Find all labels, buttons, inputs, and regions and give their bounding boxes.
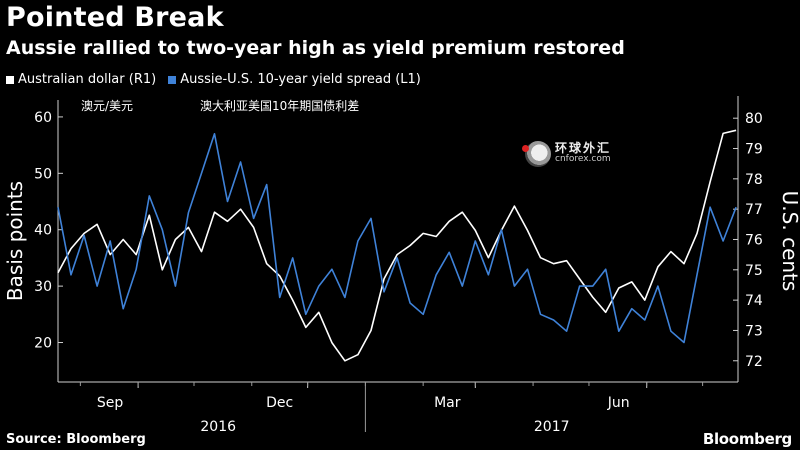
chart-title: Pointed Break xyxy=(6,2,224,33)
y-tick-right-label: 74 xyxy=(745,293,763,309)
legend-swatch-spread xyxy=(168,75,177,84)
y-tick-left-label: 50 xyxy=(34,166,52,182)
y-tick-left-label: 20 xyxy=(34,336,52,352)
legend: Australian dollar (R1) Aussie-U.S. 10-ye… xyxy=(6,72,421,87)
brand-logo: Bloomberg xyxy=(702,430,792,448)
watermark: 环球外汇 cnforex.com xyxy=(522,141,612,167)
legend-item-spread: Aussie-U.S. 10-year yield spread (L1) xyxy=(168,72,421,87)
y-tick-right-label: 80 xyxy=(745,111,763,127)
y-tick-left-label: 30 xyxy=(34,279,52,295)
y-tick-right-label: 79 xyxy=(745,142,763,158)
x-tick-label: Jun xyxy=(607,395,630,411)
y-tick-right-label: 72 xyxy=(745,354,763,370)
year-label: 2016 xyxy=(200,419,236,435)
y-tick-right-label: 73 xyxy=(745,323,763,339)
y-tick-right-label: 75 xyxy=(745,263,763,279)
x-tick-label: Mar xyxy=(434,395,461,411)
legend-swatch-aud xyxy=(6,75,14,84)
series-line-spread xyxy=(57,133,737,344)
y-axis-right-label: U.S. cents xyxy=(778,191,800,292)
watermark-cn: 环球外汇 xyxy=(555,141,612,155)
y-tick-right-label: 76 xyxy=(745,232,763,248)
legend-label-spread: Aussie-U.S. 10-year yield spread (L1) xyxy=(180,72,421,87)
watermark-logo-icon xyxy=(522,141,551,167)
annotation-cn-aud: 澳元/美元 xyxy=(81,99,134,113)
x-tick-label: Dec xyxy=(266,395,293,411)
legend-label-aud: Australian dollar (R1) xyxy=(18,72,157,87)
y-tick-left-label: 40 xyxy=(34,223,52,239)
y-axis-left-label: Basis points xyxy=(3,181,27,301)
chart-subtitle: Aussie rallied to two-year high as yield… xyxy=(6,37,625,59)
watermark-en: cnforex.com xyxy=(555,154,611,164)
x-tick-label: Sep xyxy=(97,395,124,411)
annotation-cn-spread: 澳大利亚美国10年期国债利差 xyxy=(200,99,360,113)
series-line-aud xyxy=(57,129,737,362)
year-label: 2017 xyxy=(534,419,570,435)
y-tick-right-label: 78 xyxy=(745,172,763,188)
source-note: Source: Bloomberg xyxy=(6,432,146,447)
y-tick-right-label: 77 xyxy=(745,202,763,218)
y-tick-left-label: 60 xyxy=(34,110,52,126)
legend-item-aud: Australian dollar (R1) xyxy=(6,72,156,87)
